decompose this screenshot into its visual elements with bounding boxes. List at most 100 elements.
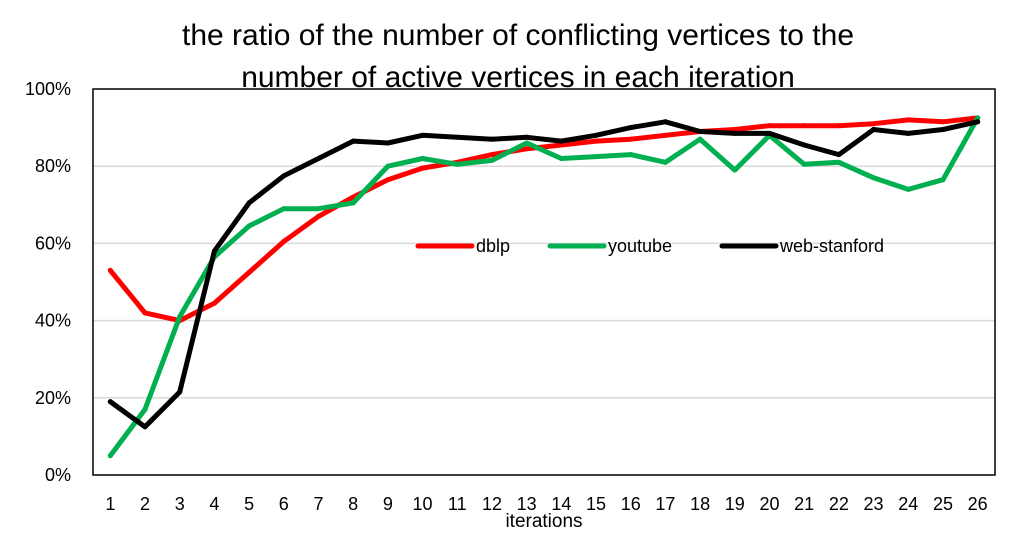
- y-tick-label: 100%: [25, 79, 71, 99]
- legend-item-web-stanford: web-stanford: [719, 236, 884, 256]
- x-tick-label: 23: [864, 494, 884, 514]
- data-point: [836, 159, 842, 165]
- x-tick-label: 15: [586, 494, 606, 514]
- data-point: [732, 130, 738, 136]
- data-point: [801, 123, 807, 129]
- legend-label: dblp: [476, 236, 510, 256]
- data-point: [628, 136, 634, 142]
- data-point: [489, 157, 495, 163]
- y-tick-label: 20%: [35, 388, 71, 408]
- series-line-youtube: [107, 115, 981, 459]
- data-point: [628, 152, 634, 158]
- data-point: [350, 138, 356, 144]
- data-point: [905, 130, 911, 136]
- legend-label: web-stanford: [779, 236, 884, 256]
- x-tick-label: 12: [482, 494, 502, 514]
- data-point: [905, 117, 911, 123]
- data-point: [801, 142, 807, 148]
- x-tick-label: 24: [898, 494, 918, 514]
- data-point: [940, 119, 946, 125]
- x-axis-title: iterations: [505, 511, 582, 532]
- data-point: [905, 186, 911, 192]
- x-tick-label: 20: [759, 494, 779, 514]
- data-point: [662, 159, 668, 165]
- data-point: [281, 238, 287, 244]
- data-point: [871, 121, 877, 127]
- data-point: [316, 206, 321, 212]
- data-point: [871, 127, 877, 133]
- data-point: [177, 314, 183, 320]
- data-point: [662, 132, 668, 138]
- data-point: [697, 128, 703, 134]
- data-point: [975, 115, 981, 121]
- data-point: [489, 152, 495, 158]
- plot-area-border: [92, 88, 996, 476]
- data-point: [836, 123, 842, 129]
- data-point: [142, 406, 148, 412]
- data-point: [801, 161, 807, 167]
- data-point: [420, 132, 426, 138]
- data-point: [732, 127, 738, 133]
- data-point: [940, 177, 946, 183]
- y-tick-label: 0%: [45, 465, 71, 485]
- data-point: [107, 267, 113, 273]
- data-point: [524, 140, 530, 146]
- y-tick-label: 80%: [35, 156, 71, 176]
- data-point: [281, 206, 287, 212]
- data-point: [593, 132, 599, 138]
- x-tick-label: 25: [933, 494, 953, 514]
- x-tick-label: 1: [105, 494, 115, 514]
- legend: dblp youtube web-stanford: [415, 236, 884, 256]
- data-point: [420, 155, 426, 161]
- x-tick-label: 3: [175, 494, 185, 514]
- gridlines: [93, 165, 995, 399]
- y-tick-label: 40%: [35, 311, 71, 331]
- data-point: [489, 136, 495, 142]
- x-tick-label: 19: [725, 494, 745, 514]
- series-web-stanford: [107, 119, 981, 430]
- data-point: [316, 213, 321, 219]
- data-point: [558, 155, 564, 161]
- x-tick-label: 16: [621, 494, 641, 514]
- data-point: [767, 123, 772, 129]
- data-point: [940, 127, 946, 133]
- legend-item-dblp: dblp: [415, 236, 510, 256]
- data-point: [142, 424, 148, 430]
- data-point: [767, 130, 772, 136]
- series-line-dblp: [107, 115, 981, 324]
- x-tick-label: 10: [413, 494, 433, 514]
- data-point: [558, 142, 564, 148]
- data-point: [420, 165, 426, 171]
- data-point: [524, 146, 530, 152]
- data-point: [246, 269, 252, 275]
- data-point: [107, 399, 113, 405]
- x-tick-label: 18: [690, 494, 710, 514]
- data-point: [316, 155, 321, 161]
- legend-item-youtube: youtube: [547, 236, 672, 256]
- data-point: [593, 138, 599, 144]
- y-tick-label: 60%: [35, 233, 71, 253]
- data-point: [385, 177, 391, 183]
- x-tick-label: 11: [448, 494, 467, 514]
- data-point: [975, 119, 981, 125]
- data-point: [836, 152, 842, 158]
- data-point: [662, 119, 668, 125]
- x-tick-label: 14: [551, 494, 571, 514]
- data-point: [385, 140, 391, 146]
- chart-title-line-2: number of active vertices in each iterat…: [241, 61, 795, 94]
- x-axis-ticks: 1 2 3 4 5 6 7 8 9 10 11 12 13 14 15 16 17 18 19 20 21 22 23 24 2…: [105, 494, 987, 514]
- data-point: [593, 154, 599, 160]
- series-layer: [107, 115, 981, 459]
- data-point: [177, 389, 183, 395]
- chart-title-line-1: the ratio of the number of conflicting v…: [182, 19, 854, 52]
- data-point: [211, 248, 217, 254]
- data-point: [558, 138, 564, 144]
- data-point: [246, 223, 252, 229]
- data-point: [454, 161, 460, 167]
- x-tick-label: 13: [517, 494, 537, 514]
- data-point: [871, 175, 877, 181]
- series-line-web-stanford: [107, 119, 981, 430]
- data-point: [211, 300, 217, 306]
